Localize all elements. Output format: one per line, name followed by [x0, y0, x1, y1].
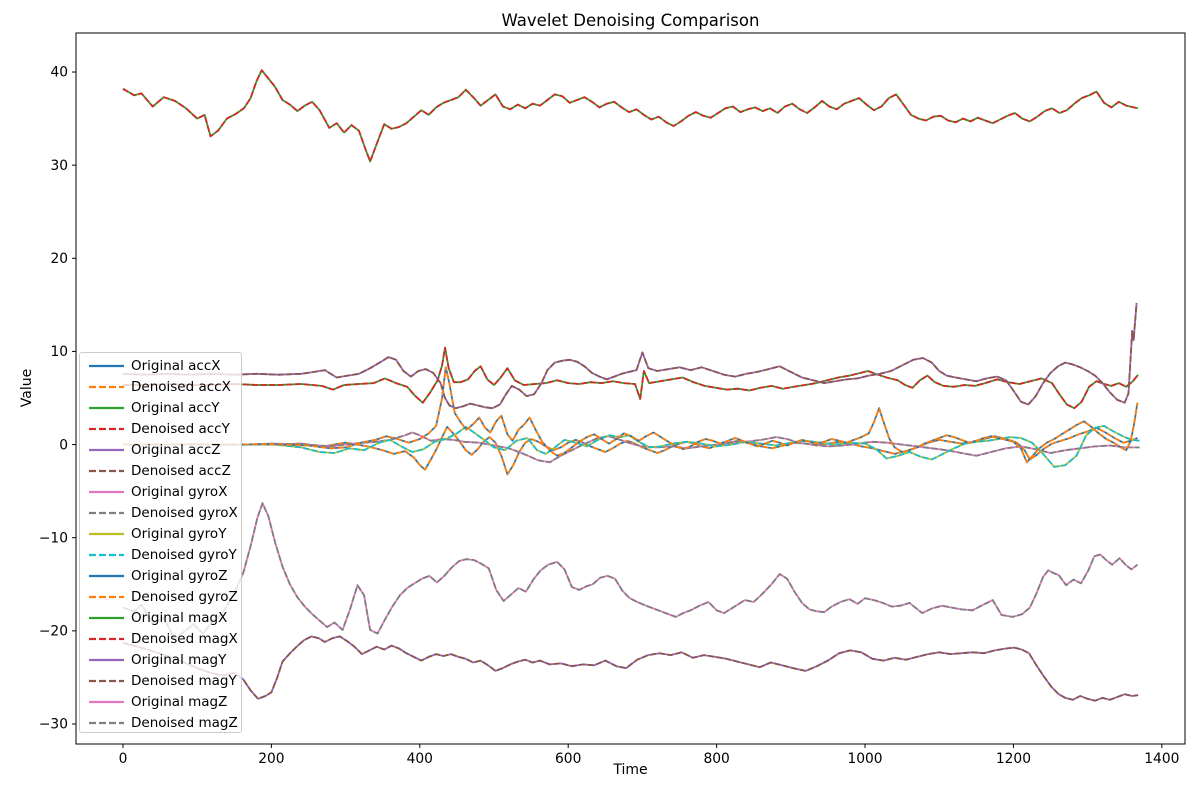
x-axis-label: Time — [613, 762, 648, 778]
y-tick-label: 30 — [50, 158, 68, 174]
line-original-accZ — [122, 302, 1138, 410]
legend-label: Original magZ — [131, 693, 228, 710]
line-original-accX — [123, 426, 1138, 476]
legend-item-original-accY: Original accY — [80, 397, 241, 418]
x-tick-label: 1400 — [1144, 751, 1179, 767]
legend-item-denoised-accY: Denoised accY — [80, 418, 241, 439]
legend-item-original-gyroZ: Original gyroZ — [80, 565, 241, 586]
legend-item-denoised-accZ: Denoised accZ — [80, 460, 241, 481]
legend-swatch-denoised-magY — [89, 679, 124, 682]
y-tick-label: 20 — [50, 251, 68, 267]
chart-title: Wavelet Denoising Comparison — [501, 11, 760, 30]
line-denoised-magX — [122, 69, 1139, 163]
x-tick-label: 0 — [119, 751, 128, 767]
legend-swatch-original-gyroY — [89, 532, 124, 535]
line-original-gyroZ — [123, 366, 1139, 464]
y-tick-label: −10 — [39, 530, 68, 546]
legend: Original accX Denoised accX Original accY D… — [79, 352, 242, 733]
legend-swatch-denoised-gyroY — [89, 553, 124, 556]
legend-item-denoised-gyroY: Denoised gyroY — [80, 544, 241, 565]
y-tick-label: −30 — [39, 717, 68, 733]
legend-item-denoised-gyroX: Denoised gyroX — [80, 502, 241, 523]
legend-swatch-original-accX — [89, 364, 124, 367]
line-denoised-magZ — [122, 502, 1138, 641]
legend-swatch-denoised-gyroX — [89, 511, 124, 514]
line-original-magX — [122, 69, 1139, 163]
legend-item-original-gyroY: Original gyroY — [80, 523, 241, 544]
x-tick-label: 800 — [703, 751, 729, 767]
legend-label: Denoised gyroY — [131, 546, 237, 563]
line-denoised-accY — [123, 346, 1139, 410]
legend-label: Denoised magZ — [131, 714, 238, 731]
legend-item-original-accX: Original accX — [80, 355, 241, 376]
legend-swatch-original-accZ — [89, 448, 124, 451]
x-tick-label: 1200 — [996, 751, 1031, 767]
y-tick-label: −20 — [39, 624, 68, 640]
legend-swatch-denoised-accX — [89, 385, 124, 388]
plot-border — [75, 32, 1186, 745]
line-original-gyroY — [123, 425, 1140, 468]
x-tick-label: 1000 — [847, 751, 882, 767]
legend-item-denoised-magY: Denoised magY — [80, 670, 241, 691]
legend-label: Original accX — [131, 357, 221, 374]
legend-swatch-denoised-gyroZ — [89, 595, 124, 598]
legend-swatch-denoised-magX — [89, 637, 124, 640]
legend-item-original-magY: Original magY — [80, 649, 241, 670]
line-denoised-gyroY — [123, 425, 1140, 468]
line-original-magZ — [122, 502, 1138, 641]
legend-item-denoised-accX: Denoised accX — [80, 376, 241, 397]
x-tick-label: 200 — [258, 751, 284, 767]
legend-label: Original accZ — [131, 441, 221, 458]
legend-label: Original gyroX — [131, 483, 228, 500]
legend-label: Original gyroZ — [131, 567, 228, 584]
legend-item-original-gyroX: Original gyroX — [80, 481, 241, 502]
line-denoised-gyroX — [123, 431, 1140, 464]
line-denoised-accZ — [122, 302, 1138, 410]
legend-label: Original magX — [131, 609, 228, 626]
legend-label: Original magY — [131, 651, 227, 668]
legend-item-original-magZ: Original magZ — [80, 691, 241, 712]
legend-swatch-original-magY — [89, 658, 124, 661]
legend-label: Denoised gyroZ — [131, 588, 238, 605]
legend-item-original-accZ: Original accZ — [80, 439, 241, 460]
y-tick-label: 10 — [50, 344, 68, 360]
legend-label: Original gyroY — [131, 525, 227, 542]
legend-label: Denoised accX — [131, 378, 231, 395]
legend-swatch-denoised-magZ — [89, 721, 124, 724]
legend-label: Original accY — [131, 399, 220, 416]
legend-label: Denoised accY — [131, 420, 230, 437]
legend-swatch-denoised-accY — [89, 427, 124, 430]
legend-label: Denoised magX — [131, 630, 238, 647]
y-axis-label: Value — [19, 368, 35, 408]
legend-item-original-magX: Original magX — [80, 607, 241, 628]
y-tick-label: 40 — [50, 65, 68, 81]
line-original-magY — [122, 635, 1139, 702]
legend-swatch-denoised-accZ — [89, 469, 124, 472]
series-group — [122, 69, 1140, 702]
legend-swatch-original-gyroZ — [89, 574, 124, 577]
x-tick-label: 400 — [407, 751, 433, 767]
legend-item-denoised-gyroZ: Denoised gyroZ — [80, 586, 241, 607]
line-denoised-magY — [122, 635, 1139, 702]
legend-item-denoised-magX: Denoised magX — [80, 628, 241, 649]
y-tick-label: 0 — [59, 437, 68, 453]
legend-swatch-original-gyroX — [89, 490, 124, 493]
legend-swatch-original-magX — [89, 616, 124, 619]
legend-swatch-original-accY — [89, 406, 124, 409]
legend-label: Denoised gyroX — [131, 504, 238, 521]
legend-label: Denoised accZ — [131, 462, 231, 479]
line-denoised-gyroZ — [123, 366, 1139, 464]
legend-item-denoised-magZ: Denoised magZ — [80, 712, 241, 733]
legend-swatch-original-magZ — [89, 700, 124, 703]
x-tick-label: 600 — [555, 751, 581, 767]
line-denoised-accX — [123, 426, 1138, 476]
legend-label: Denoised magY — [131, 672, 237, 689]
